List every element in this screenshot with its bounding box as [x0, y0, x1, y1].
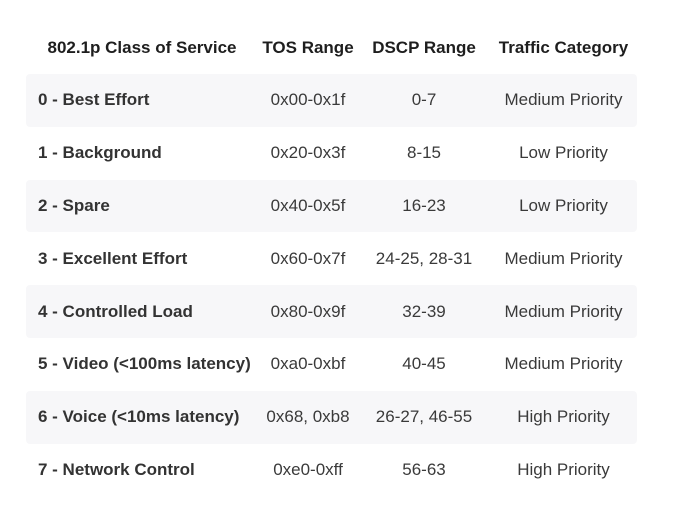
cell-traffic-category: Low Priority [490, 179, 637, 233]
table-body: 0 - Best Effort 0x00-0x1f 0-7 Medium Pri… [26, 74, 637, 496]
cell-tos-range: 0x80-0x9f [258, 285, 358, 338]
qos-mapping-table-container: 802.1p Class of Service TOS Range DSCP R… [26, 22, 637, 496]
cell-class-of-service: 4 - Controlled Load [26, 285, 258, 338]
table-row: 2 - Spare 0x40-0x5f 16-23 Low Priority [26, 179, 637, 233]
cell-class-of-service: 6 - Voice (<10ms latency) [26, 390, 258, 444]
cell-dscp-range: 16-23 [358, 179, 490, 233]
table-row: 4 - Controlled Load 0x80-0x9f 32-39 Medi… [26, 285, 637, 338]
cell-class-of-service: 2 - Spare [26, 179, 258, 233]
cell-dscp-range: 56-63 [402, 459, 446, 479]
cell-traffic-category: Low Priority [519, 143, 608, 163]
cell-class-of-service: 3 - Excellent Effort [38, 248, 188, 268]
cell-class-of-service: 1 - Background [38, 143, 162, 163]
cell-traffic-category: Medium Priority [504, 354, 623, 374]
qos-mapping-table: 802.1p Class of Service TOS Range DSCP R… [26, 22, 637, 496]
table-row: 0 - Best Effort 0x00-0x1f 0-7 Medium Pri… [26, 74, 637, 127]
cell-class-of-service: 5 - Video (<100ms latency) [38, 354, 251, 374]
table-row: 6 - Voice (<10ms latency) 0x68, 0xb8 26-… [26, 390, 637, 444]
cell-class-of-service: 7 - Network Control [38, 459, 195, 479]
cell-tos-range: 0x40-0x5f [258, 179, 358, 233]
table-row: 5 - Video (<100ms latency) 0xa0-0xbf 40-… [26, 338, 637, 391]
cell-dscp-range: 24-25, 28-31 [375, 248, 473, 268]
header-traffic-category: Traffic Category [498, 38, 629, 57]
cell-dscp-range: 26-27, 46-55 [358, 390, 490, 444]
table-row: 3 - Excellent Effort 0x60-0x7f 24-25, 28… [26, 232, 637, 285]
header-tos-range: TOS Range [262, 38, 354, 57]
cell-traffic-category: High Priority [490, 390, 637, 444]
cell-tos-range: 0x68, 0xb8 [258, 390, 358, 444]
header-row: 802.1p Class of Service TOS Range DSCP R… [26, 22, 637, 74]
cell-dscp-range: 32-39 [358, 285, 490, 338]
header-class-of-service: 802.1p Class of Service [47, 38, 237, 57]
header-dscp-range: DSCP Range [372, 38, 476, 57]
cell-dscp-range: 8-15 [406, 143, 442, 163]
cell-tos-range: 0x20-0x3f [270, 143, 346, 163]
cell-class-of-service: 0 - Best Effort [26, 74, 258, 127]
cell-traffic-category: Medium Priority [504, 248, 623, 268]
table-row: 1 - Background 0x20-0x3f 8-15 Low Priori… [26, 127, 637, 180]
cell-tos-range: 0xe0-0xff [273, 459, 343, 479]
cell-tos-range: 0xa0-0xbf [270, 354, 346, 374]
cell-dscp-range: 40-45 [402, 354, 446, 374]
cell-traffic-category: Medium Priority [490, 74, 637, 127]
cell-tos-range: 0x00-0x1f [258, 74, 358, 127]
cell-tos-range: 0x60-0x7f [270, 248, 346, 268]
table-header: 802.1p Class of Service TOS Range DSCP R… [26, 22, 637, 74]
cell-traffic-category: Medium Priority [490, 285, 637, 338]
cell-dscp-range: 0-7 [358, 74, 490, 127]
cell-traffic-category: High Priority [517, 459, 610, 479]
table-row: 7 - Network Control 0xe0-0xff 56-63 High… [26, 444, 637, 497]
